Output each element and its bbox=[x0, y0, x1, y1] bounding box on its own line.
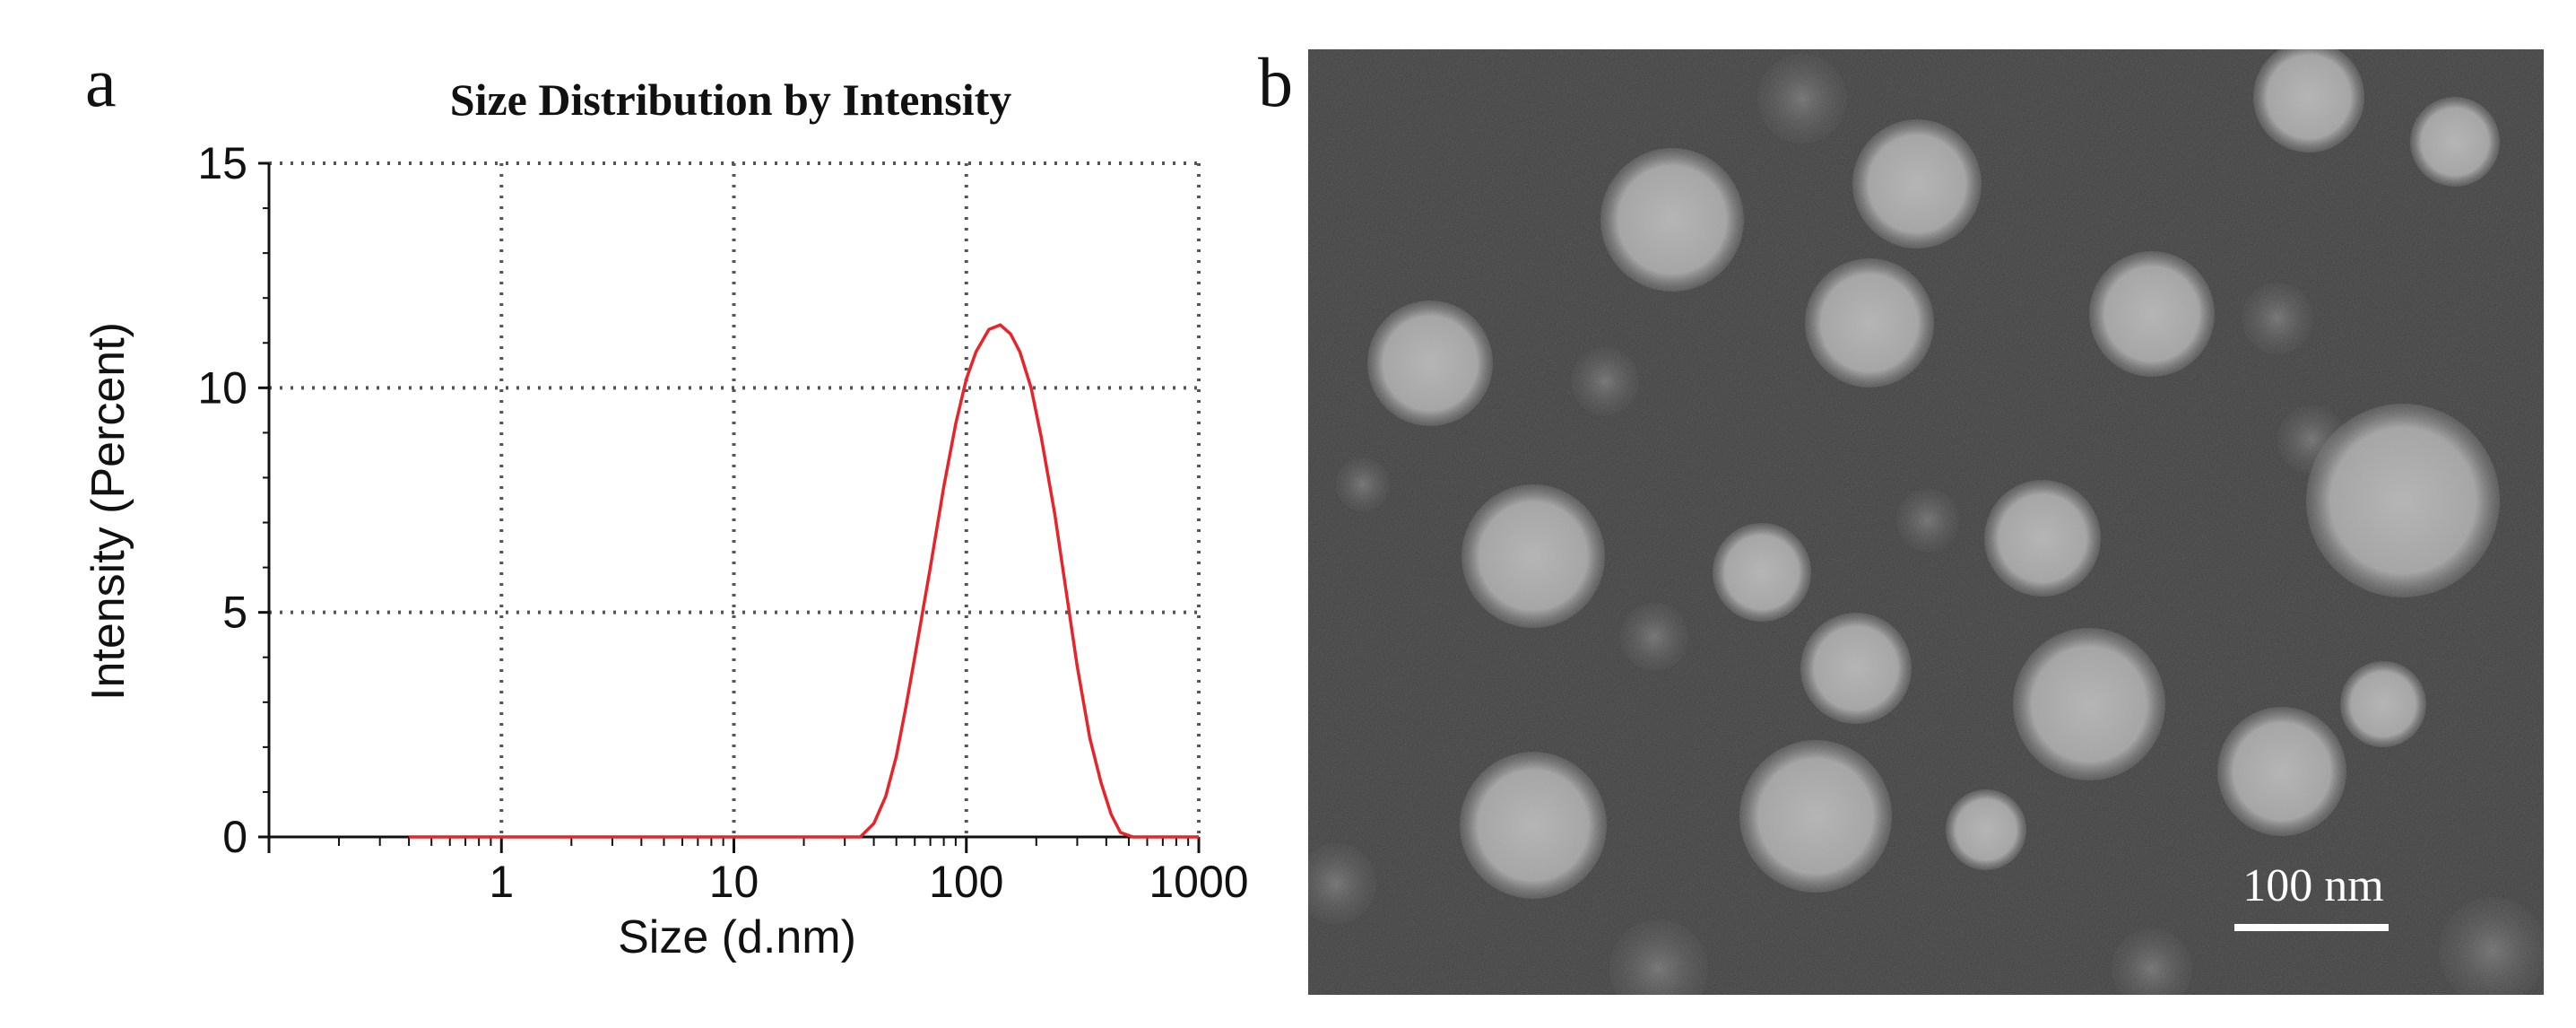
panel-b-letter: b bbox=[1258, 43, 1293, 121]
x-tick-label: 100 bbox=[929, 857, 1003, 907]
x-tick-labels: 1 10 100 1000 bbox=[489, 857, 1248, 907]
x-tick-label: 10 bbox=[709, 857, 759, 907]
scale-bar bbox=[2234, 924, 2389, 931]
chart-title: Size Distribution by Intensity bbox=[450, 74, 1011, 125]
y-tick-label: 10 bbox=[197, 362, 247, 413]
x-axis-label: Size (d.nm) bbox=[618, 911, 856, 963]
chart-series bbox=[409, 323, 1199, 839]
y-tick-label: 15 bbox=[197, 138, 247, 188]
series-line bbox=[409, 323, 1199, 839]
y-axis-label: Intensity (Percent) bbox=[82, 322, 134, 701]
y-tick-labels: 0 5 10 15 bbox=[197, 138, 247, 862]
tem-micrograph bbox=[1308, 49, 2544, 995]
x-tick-label: 1000 bbox=[1149, 857, 1248, 907]
x-tick-label: 1 bbox=[489, 857, 514, 907]
y-tick-label: 0 bbox=[222, 812, 247, 862]
chart-grid bbox=[269, 161, 1201, 837]
y-tick-label: 5 bbox=[222, 588, 247, 638]
panel-a-letter: a bbox=[85, 43, 117, 121]
scale-bar-label: 100 nm bbox=[2242, 860, 2383, 911]
